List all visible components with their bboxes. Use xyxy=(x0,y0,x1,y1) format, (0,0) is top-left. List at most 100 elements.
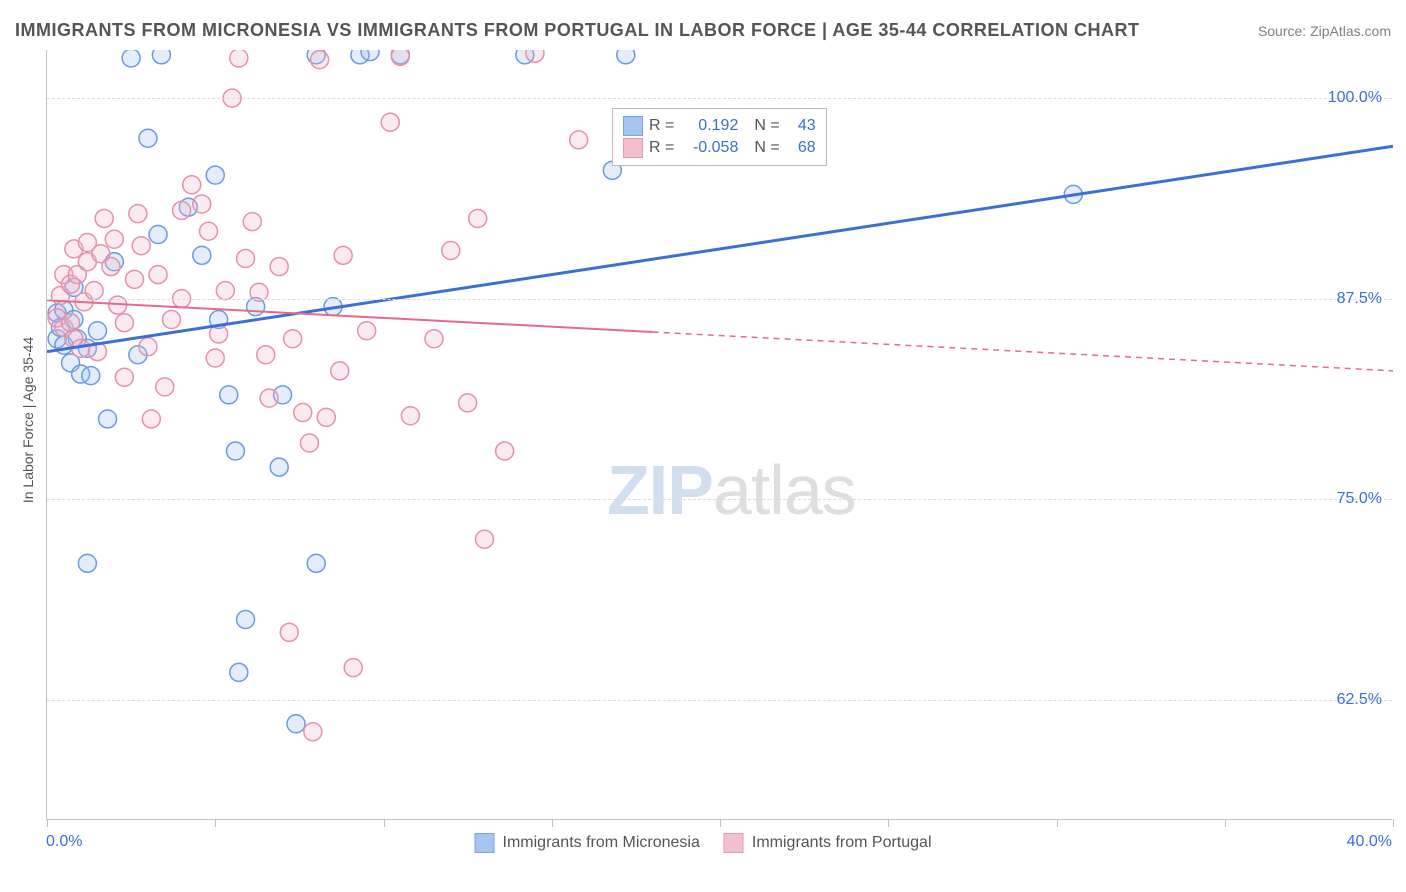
data-point-micronesia xyxy=(122,50,140,67)
data-point-micronesia xyxy=(220,386,238,404)
y-tick-label: 87.5% xyxy=(1337,290,1382,308)
data-point-portugal xyxy=(317,408,335,426)
data-point-micronesia xyxy=(237,610,255,628)
data-point-micronesia xyxy=(193,246,211,264)
gridline xyxy=(47,499,1392,500)
data-point-portugal xyxy=(526,50,544,62)
legend-label: Immigrants from Micronesia xyxy=(503,834,700,852)
data-point-portugal xyxy=(163,311,181,329)
data-point-portugal xyxy=(62,314,80,332)
y-axis-label: In Labor Force | Age 35-44 xyxy=(20,337,36,503)
data-point-portugal xyxy=(294,404,312,422)
watermark-rest: atlas xyxy=(713,451,856,529)
data-point-portugal xyxy=(475,530,493,548)
data-point-portugal xyxy=(243,213,261,231)
data-point-portugal xyxy=(125,270,143,288)
n-label: N = xyxy=(754,117,779,135)
data-point-portugal xyxy=(334,246,352,264)
x-tick-mark xyxy=(720,819,721,827)
data-point-portugal xyxy=(85,282,103,300)
n-value: 43 xyxy=(786,117,816,135)
data-point-portugal xyxy=(95,209,113,227)
y-tick-label: 62.5% xyxy=(1337,691,1382,709)
data-point-portugal xyxy=(200,222,218,240)
gridline xyxy=(47,700,1392,701)
data-point-micronesia xyxy=(149,225,167,243)
data-point-portugal xyxy=(105,230,123,248)
data-point-portugal xyxy=(102,258,120,276)
data-point-micronesia xyxy=(307,554,325,572)
data-point-micronesia xyxy=(270,458,288,476)
data-point-micronesia xyxy=(152,50,170,64)
n-label: N = xyxy=(754,139,779,157)
data-point-portugal xyxy=(381,113,399,131)
data-point-portugal xyxy=(149,266,167,284)
legend-swatch xyxy=(623,138,643,158)
data-point-portugal xyxy=(142,410,160,428)
watermark: ZIPatlas xyxy=(607,450,856,530)
regression-line-micronesia xyxy=(47,146,1393,351)
data-point-micronesia xyxy=(206,166,224,184)
data-point-portugal xyxy=(425,330,443,348)
legend-swatch xyxy=(623,116,643,136)
data-point-micronesia xyxy=(139,129,157,147)
data-point-micronesia xyxy=(99,410,117,428)
legend-swatch xyxy=(724,833,744,853)
data-point-portugal xyxy=(284,330,302,348)
data-point-micronesia xyxy=(617,50,635,64)
data-point-portugal xyxy=(132,237,150,255)
gridline xyxy=(47,299,1392,300)
data-point-portugal xyxy=(358,322,376,340)
data-point-micronesia xyxy=(82,367,100,385)
data-point-micronesia xyxy=(78,554,96,572)
watermark-bold: ZIP xyxy=(607,451,713,529)
x-max-label: 40.0% xyxy=(1347,833,1392,851)
data-point-portugal xyxy=(193,195,211,213)
data-point-portugal xyxy=(280,623,298,641)
data-point-portugal xyxy=(401,407,419,425)
data-point-portugal xyxy=(442,242,460,260)
legend-label: Immigrants from Portugal xyxy=(752,834,932,852)
data-point-portugal xyxy=(300,434,318,452)
x-tick-mark xyxy=(384,819,385,827)
data-point-portugal xyxy=(206,349,224,367)
data-point-portugal xyxy=(311,51,329,69)
corr-legend-row-micronesia: R = 0.192 N = 43 xyxy=(623,116,816,136)
data-point-portugal xyxy=(496,442,514,460)
data-point-portugal xyxy=(257,346,275,364)
data-point-portugal xyxy=(344,659,362,677)
correlation-legend: R =0.192N =43R =-0.058N =68 xyxy=(612,108,827,166)
data-point-portugal xyxy=(459,394,477,412)
legend-item-micronesia: Immigrants from Micronesia xyxy=(475,833,700,853)
x-tick-mark xyxy=(888,819,889,827)
data-point-portugal xyxy=(139,338,157,356)
regression-line-dashed-portugal xyxy=(653,332,1393,371)
y-tick-label: 100.0% xyxy=(1328,89,1382,107)
x-tick-mark xyxy=(215,819,216,827)
y-tick-label: 75.0% xyxy=(1337,490,1382,508)
x-tick-mark xyxy=(1057,819,1058,827)
data-point-portugal xyxy=(129,205,147,223)
legend-swatch xyxy=(475,833,495,853)
data-point-portugal xyxy=(173,201,191,219)
data-point-portugal xyxy=(183,176,201,194)
series-legend: Immigrants from Micronesia Immigrants fro… xyxy=(475,833,932,853)
r-label: R = xyxy=(649,139,674,157)
data-point-portugal xyxy=(115,368,133,386)
data-point-portugal xyxy=(391,50,409,65)
x-tick-mark xyxy=(1393,819,1394,827)
x-min-label: 0.0% xyxy=(46,833,82,851)
data-point-portugal xyxy=(156,378,174,396)
data-point-micronesia xyxy=(88,322,106,340)
data-point-portugal xyxy=(237,250,255,268)
data-point-portugal xyxy=(304,723,322,741)
data-point-portugal xyxy=(216,282,234,300)
data-point-portugal xyxy=(230,50,248,67)
data-point-portugal xyxy=(270,258,288,276)
data-point-micronesia xyxy=(226,442,244,460)
n-value: 68 xyxy=(786,139,816,157)
data-point-micronesia xyxy=(230,663,248,681)
r-label: R = xyxy=(649,117,674,135)
corr-legend-row-portugal: R =-0.058N =68 xyxy=(623,138,816,158)
r-value: 0.192 xyxy=(680,117,738,135)
